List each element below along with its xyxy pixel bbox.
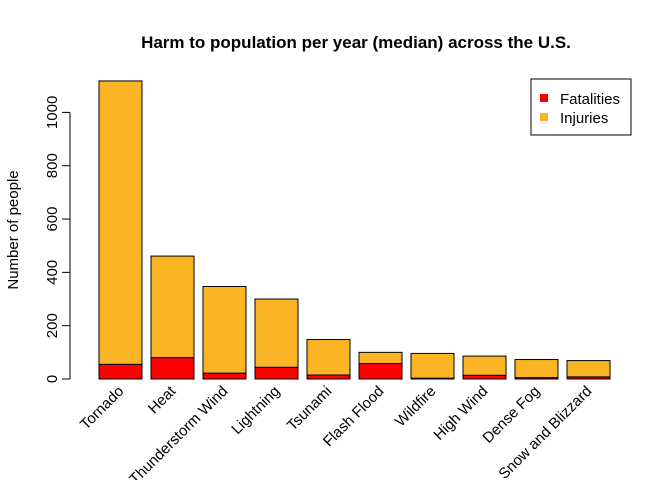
y-tick-label: 1000 xyxy=(44,96,61,129)
legend-swatch-fatalities xyxy=(540,94,548,102)
x-tick-label-heat: Heat xyxy=(145,382,180,417)
y-tick-label: 400 xyxy=(44,260,61,285)
legend-label-injuries: Injuries xyxy=(560,110,608,127)
legend-box xyxy=(530,78,632,136)
bar-tsunami-fatalities xyxy=(306,374,351,380)
y-tick-label: 200 xyxy=(44,313,61,338)
bar-tornado-fatalities xyxy=(98,363,143,380)
chart-title: Harm to population per year (median) acr… xyxy=(141,33,571,52)
bar-flash-flood-injuries xyxy=(358,351,403,365)
x-tick-label-lightning: Lightning xyxy=(228,383,283,438)
bars-group xyxy=(98,80,611,380)
x-tick-label-tornado: Tornado xyxy=(77,383,127,433)
x-tick-label-tsunami: Tsunami xyxy=(284,383,336,435)
bar-lightning-fatalities xyxy=(254,366,299,380)
bar-lightning-injuries xyxy=(254,298,299,368)
legend-label-fatalities: Fatalities xyxy=(560,91,620,108)
y-tick-label: 0 xyxy=(44,375,61,383)
bar-high-wind-fatalities xyxy=(462,374,507,380)
x-tick-label-wildfire: Wildfire xyxy=(392,383,439,430)
y-tick-label: 600 xyxy=(44,207,61,232)
y-tick-label: 800 xyxy=(44,153,61,178)
y-axis: 0 200 400 600 800 1000 xyxy=(44,96,71,383)
bar-tornado-injuries xyxy=(98,80,143,365)
y-axis-label: Number of people xyxy=(5,170,22,289)
legend: Fatalities Injuries xyxy=(530,78,632,136)
legend-swatch-injuries xyxy=(540,113,548,121)
bar-dense-fog-injuries xyxy=(514,359,559,379)
x-tick-label-thunderstorm-wind: Thunderstorm Wind xyxy=(126,383,231,480)
bar-thunderstorm-wind-injuries xyxy=(202,285,247,374)
bar-flash-flood-fatalities xyxy=(358,363,403,380)
bar-wildfire-injuries xyxy=(410,352,455,379)
bar-tsunami-injuries xyxy=(306,339,351,376)
bar-heat-fatalities xyxy=(150,357,195,380)
x-tick-label-snow-and-blizzard: Snow and Blizzard xyxy=(495,383,595,480)
bar-high-wind-injuries xyxy=(462,355,507,376)
bar-snow-and-blizzard-injuries xyxy=(566,360,611,378)
bar-thunderstorm-wind-fatalities xyxy=(202,372,247,380)
bar-heat-injuries xyxy=(150,255,195,359)
